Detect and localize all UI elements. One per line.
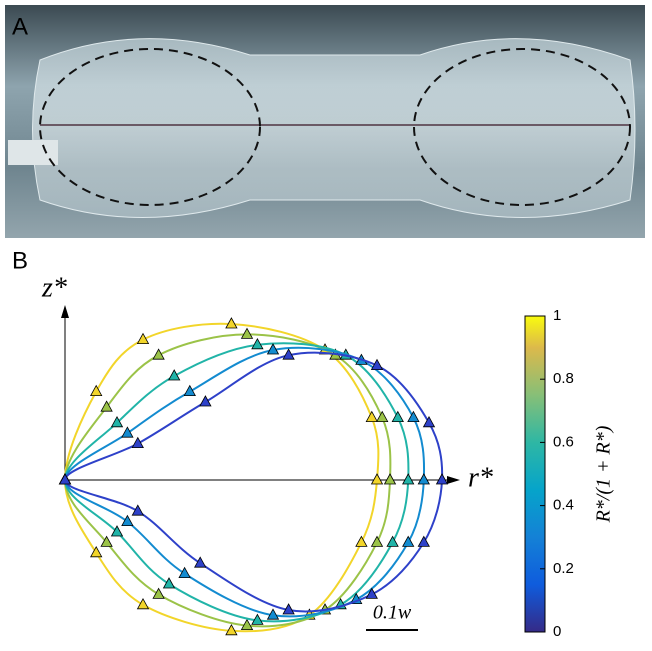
arrowhead: [447, 476, 460, 484]
colorbar-tick-label: 0.2: [553, 560, 574, 577]
triangle-marker: [122, 427, 133, 437]
triangle-marker: [392, 412, 403, 422]
triangle-marker: [200, 396, 211, 406]
triangle-marker: [132, 438, 143, 448]
triangle-marker: [184, 386, 195, 396]
triangle-marker: [372, 536, 383, 546]
triangle-marker: [408, 412, 419, 422]
triangle-marker: [387, 536, 398, 546]
triangle-marker: [179, 568, 190, 578]
y-axis-label: z*: [41, 272, 67, 303]
triangle-marker: [195, 557, 206, 567]
triangle-marker: [403, 474, 414, 484]
scale-bar-label: 0.1w: [373, 602, 412, 624]
colorbar-label: R*/(1 + R*): [593, 425, 615, 523]
triangle-marker: [356, 536, 367, 546]
colorbar: [525, 316, 545, 632]
figure: A B z* r* R*/(1 + R*) 0.1w 0 0.2 0.4 0.6 0.8 1: [0, 0, 652, 646]
triangle-marker: [138, 599, 149, 609]
colorbar-tick-label: 0: [553, 623, 561, 640]
panel-label: B: [12, 247, 28, 274]
x-axis-label: r*: [468, 462, 493, 493]
profile-curve: [65, 324, 378, 632]
arrowhead: [61, 305, 69, 318]
triangle-marker: [164, 578, 175, 588]
triangle-marker: [377, 412, 388, 422]
triangle-marker: [418, 536, 429, 546]
triangle-marker: [385, 474, 396, 484]
colorbar-tick-label: 0.6: [553, 433, 574, 450]
photo: A: [5, 5, 645, 238]
triangle-marker: [437, 474, 448, 484]
triangle-marker: [372, 474, 383, 484]
triangle-marker: [403, 536, 414, 546]
triangle-marker: [122, 516, 133, 526]
colorbar-tick-label: 0.8: [553, 370, 574, 387]
triangle-marker: [242, 328, 253, 338]
colorbar-tick-label: 1: [553, 307, 561, 324]
triangle-marker: [91, 386, 102, 396]
triangle-marker: [418, 474, 429, 484]
panel-label: A: [12, 13, 28, 40]
bag: [33, 39, 636, 218]
triangle-marker: [424, 417, 435, 427]
triangle-marker: [153, 588, 164, 598]
triangle-marker: [366, 412, 377, 422]
colorbar-tick-label: 0.4: [553, 497, 574, 514]
